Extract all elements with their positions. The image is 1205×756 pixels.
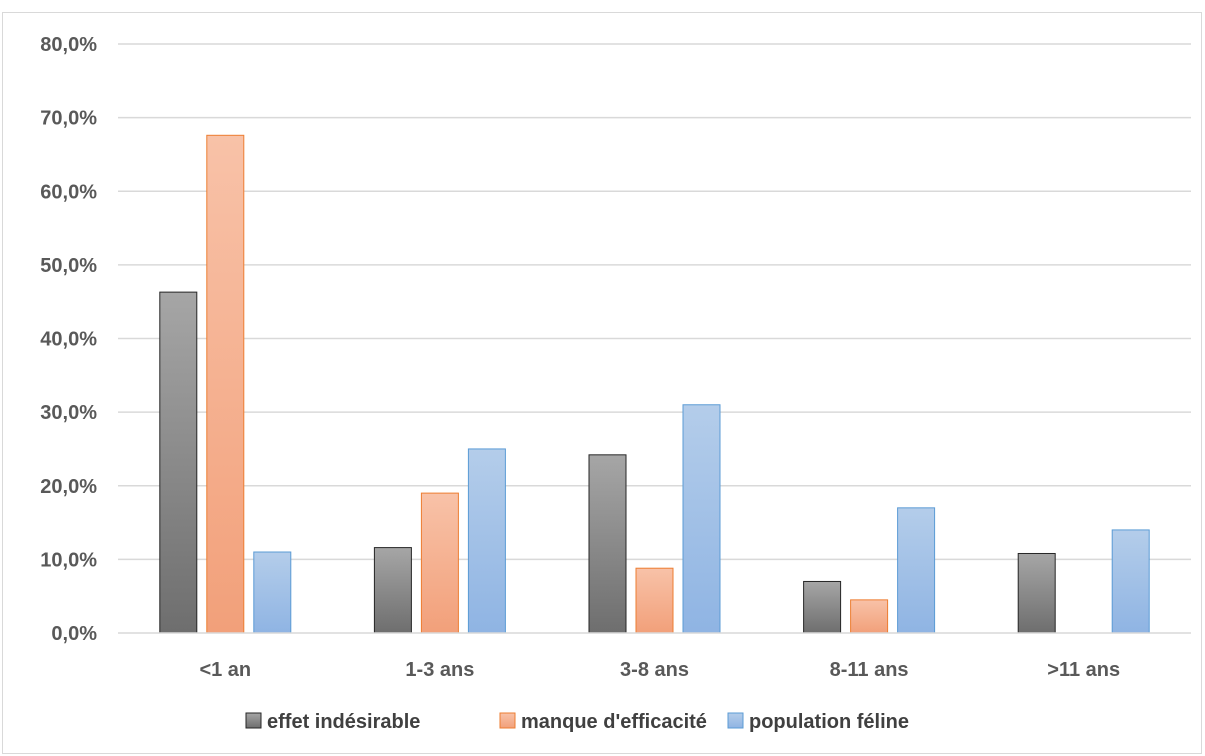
bar-effet-indesirable (1017, 552, 1056, 634)
x-category-label: 3-8 ans (620, 659, 689, 681)
legend-swatch (499, 712, 516, 729)
chart-container: 0,0% 10,0% 20,0% 30,0% 40,0% 50,0% 60,0% 70,0% 8… (2, 12, 1202, 754)
bar-chart: 0,0% 10,0% 20,0% 30,0% 40,0% 50,0% 60,0% 70,0% 8… (40, 34, 1191, 733)
y-tick-label: 50,0% (40, 255, 97, 277)
legend-label: effet indésirable (267, 711, 420, 733)
legend-item-effet-indesirable: effet indésirable (245, 711, 420, 733)
legend-item-population-feline: population féline (727, 711, 909, 733)
bar-effet-indesirable (373, 547, 412, 634)
y-tick-label: 40,0% (40, 329, 97, 351)
y-tick-label: 10,0% (40, 549, 97, 571)
bars (159, 134, 1150, 634)
x-category-label: 1-3 ans (405, 659, 474, 681)
bar-manque-efficacite (420, 492, 459, 634)
bar-effet-indesirable (159, 291, 198, 634)
y-tick-label: 30,0% (40, 402, 97, 424)
bar-manque-efficacite (635, 567, 674, 634)
x-category-label: <1 an (199, 659, 251, 681)
y-tick-label: 70,0% (40, 108, 97, 130)
legend-label: manque d'efficacité (521, 711, 707, 733)
legend-swatch (727, 712, 744, 729)
bar-population-feline (1111, 529, 1150, 634)
bar-population-feline (253, 551, 292, 634)
legend: effet indésirable manque d'efficacité popu… (245, 711, 909, 733)
bar-population-feline (897, 507, 936, 634)
y-tick-label: 20,0% (40, 476, 97, 498)
legend-item-manque-efficacite: manque d'efficacité (499, 711, 707, 733)
bar-manque-efficacite (850, 599, 889, 634)
x-category-label: >11 ans (1047, 659, 1120, 681)
y-axis-tick-labels: 0,0% 10,0% 20,0% 30,0% 40,0% 50,0% 60,0% 70,0% 8… (40, 34, 97, 645)
y-tick-label: 80,0% (40, 34, 97, 56)
bar-population-feline (467, 448, 506, 634)
x-axis-category-labels: <1 an 1-3 ans 3-8 ans 8-11 ans >11 ans (199, 659, 1120, 681)
y-tick-label: 60,0% (40, 181, 97, 203)
bar-population-feline (682, 404, 721, 634)
x-category-label: 8-11 ans (830, 659, 909, 681)
bar-effet-indesirable (803, 580, 842, 634)
bar-manque-efficacite (206, 134, 245, 634)
bar-effet-indesirable (588, 454, 627, 634)
legend-label: population féline (749, 711, 909, 733)
gridlines (118, 43, 1191, 561)
legend-swatch (245, 712, 262, 729)
y-tick-label: 0,0% (51, 623, 97, 645)
